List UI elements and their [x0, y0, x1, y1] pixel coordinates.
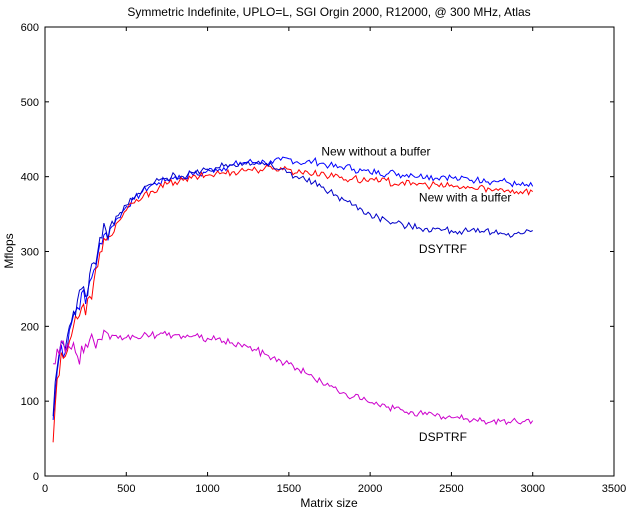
- y-tick-label: 600: [21, 22, 39, 34]
- series-line-dsptrf: [53, 329, 534, 426]
- x-axis: 0 500 1000 1500 2000 2500 3000 3500: [42, 27, 626, 495]
- y-tick-label: 0: [33, 471, 39, 483]
- x-tick-label: 1000: [195, 483, 219, 495]
- annotation-label: DSPTRF: [419, 430, 467, 444]
- annotation-label: New without a buffer: [321, 145, 430, 159]
- x-tick-label: 3000: [520, 483, 544, 495]
- y-tick-label: 300: [21, 247, 39, 259]
- x-tick-label: 0: [42, 483, 48, 495]
- y-axis-label: Mflops: [2, 233, 16, 268]
- y-tick-label: 400: [21, 172, 39, 184]
- annotations: New without a buffer New with a buffer DSY…: [321, 145, 511, 444]
- x-tick-label: 1500: [277, 483, 301, 495]
- y-tick-label: 500: [21, 97, 39, 109]
- annotation-label: DSYTRF: [419, 242, 467, 256]
- y-tick-label: 200: [21, 321, 39, 333]
- x-tick-label: 500: [117, 483, 135, 495]
- y-tick-label: 100: [21, 396, 39, 408]
- x-tick-label: 3500: [602, 483, 626, 495]
- series-layer: [52, 156, 534, 443]
- x-axis-label: Matrix size: [300, 496, 358, 510]
- series-line-new-without-a-buffer: [52, 156, 534, 420]
- chart-title: Symmetric Indefinite, UPLO=L, SGI Orgin …: [127, 5, 530, 19]
- x-tick-label: 2000: [358, 483, 382, 495]
- x-tick-label: 2500: [439, 483, 463, 495]
- series-line-new-with-a-buffer: [52, 164, 534, 443]
- annotation-label: New with a buffer: [419, 190, 512, 204]
- y-axis: 0 100 200 300 400 500 600: [21, 22, 614, 483]
- series-line-dsytrf: [52, 160, 533, 417]
